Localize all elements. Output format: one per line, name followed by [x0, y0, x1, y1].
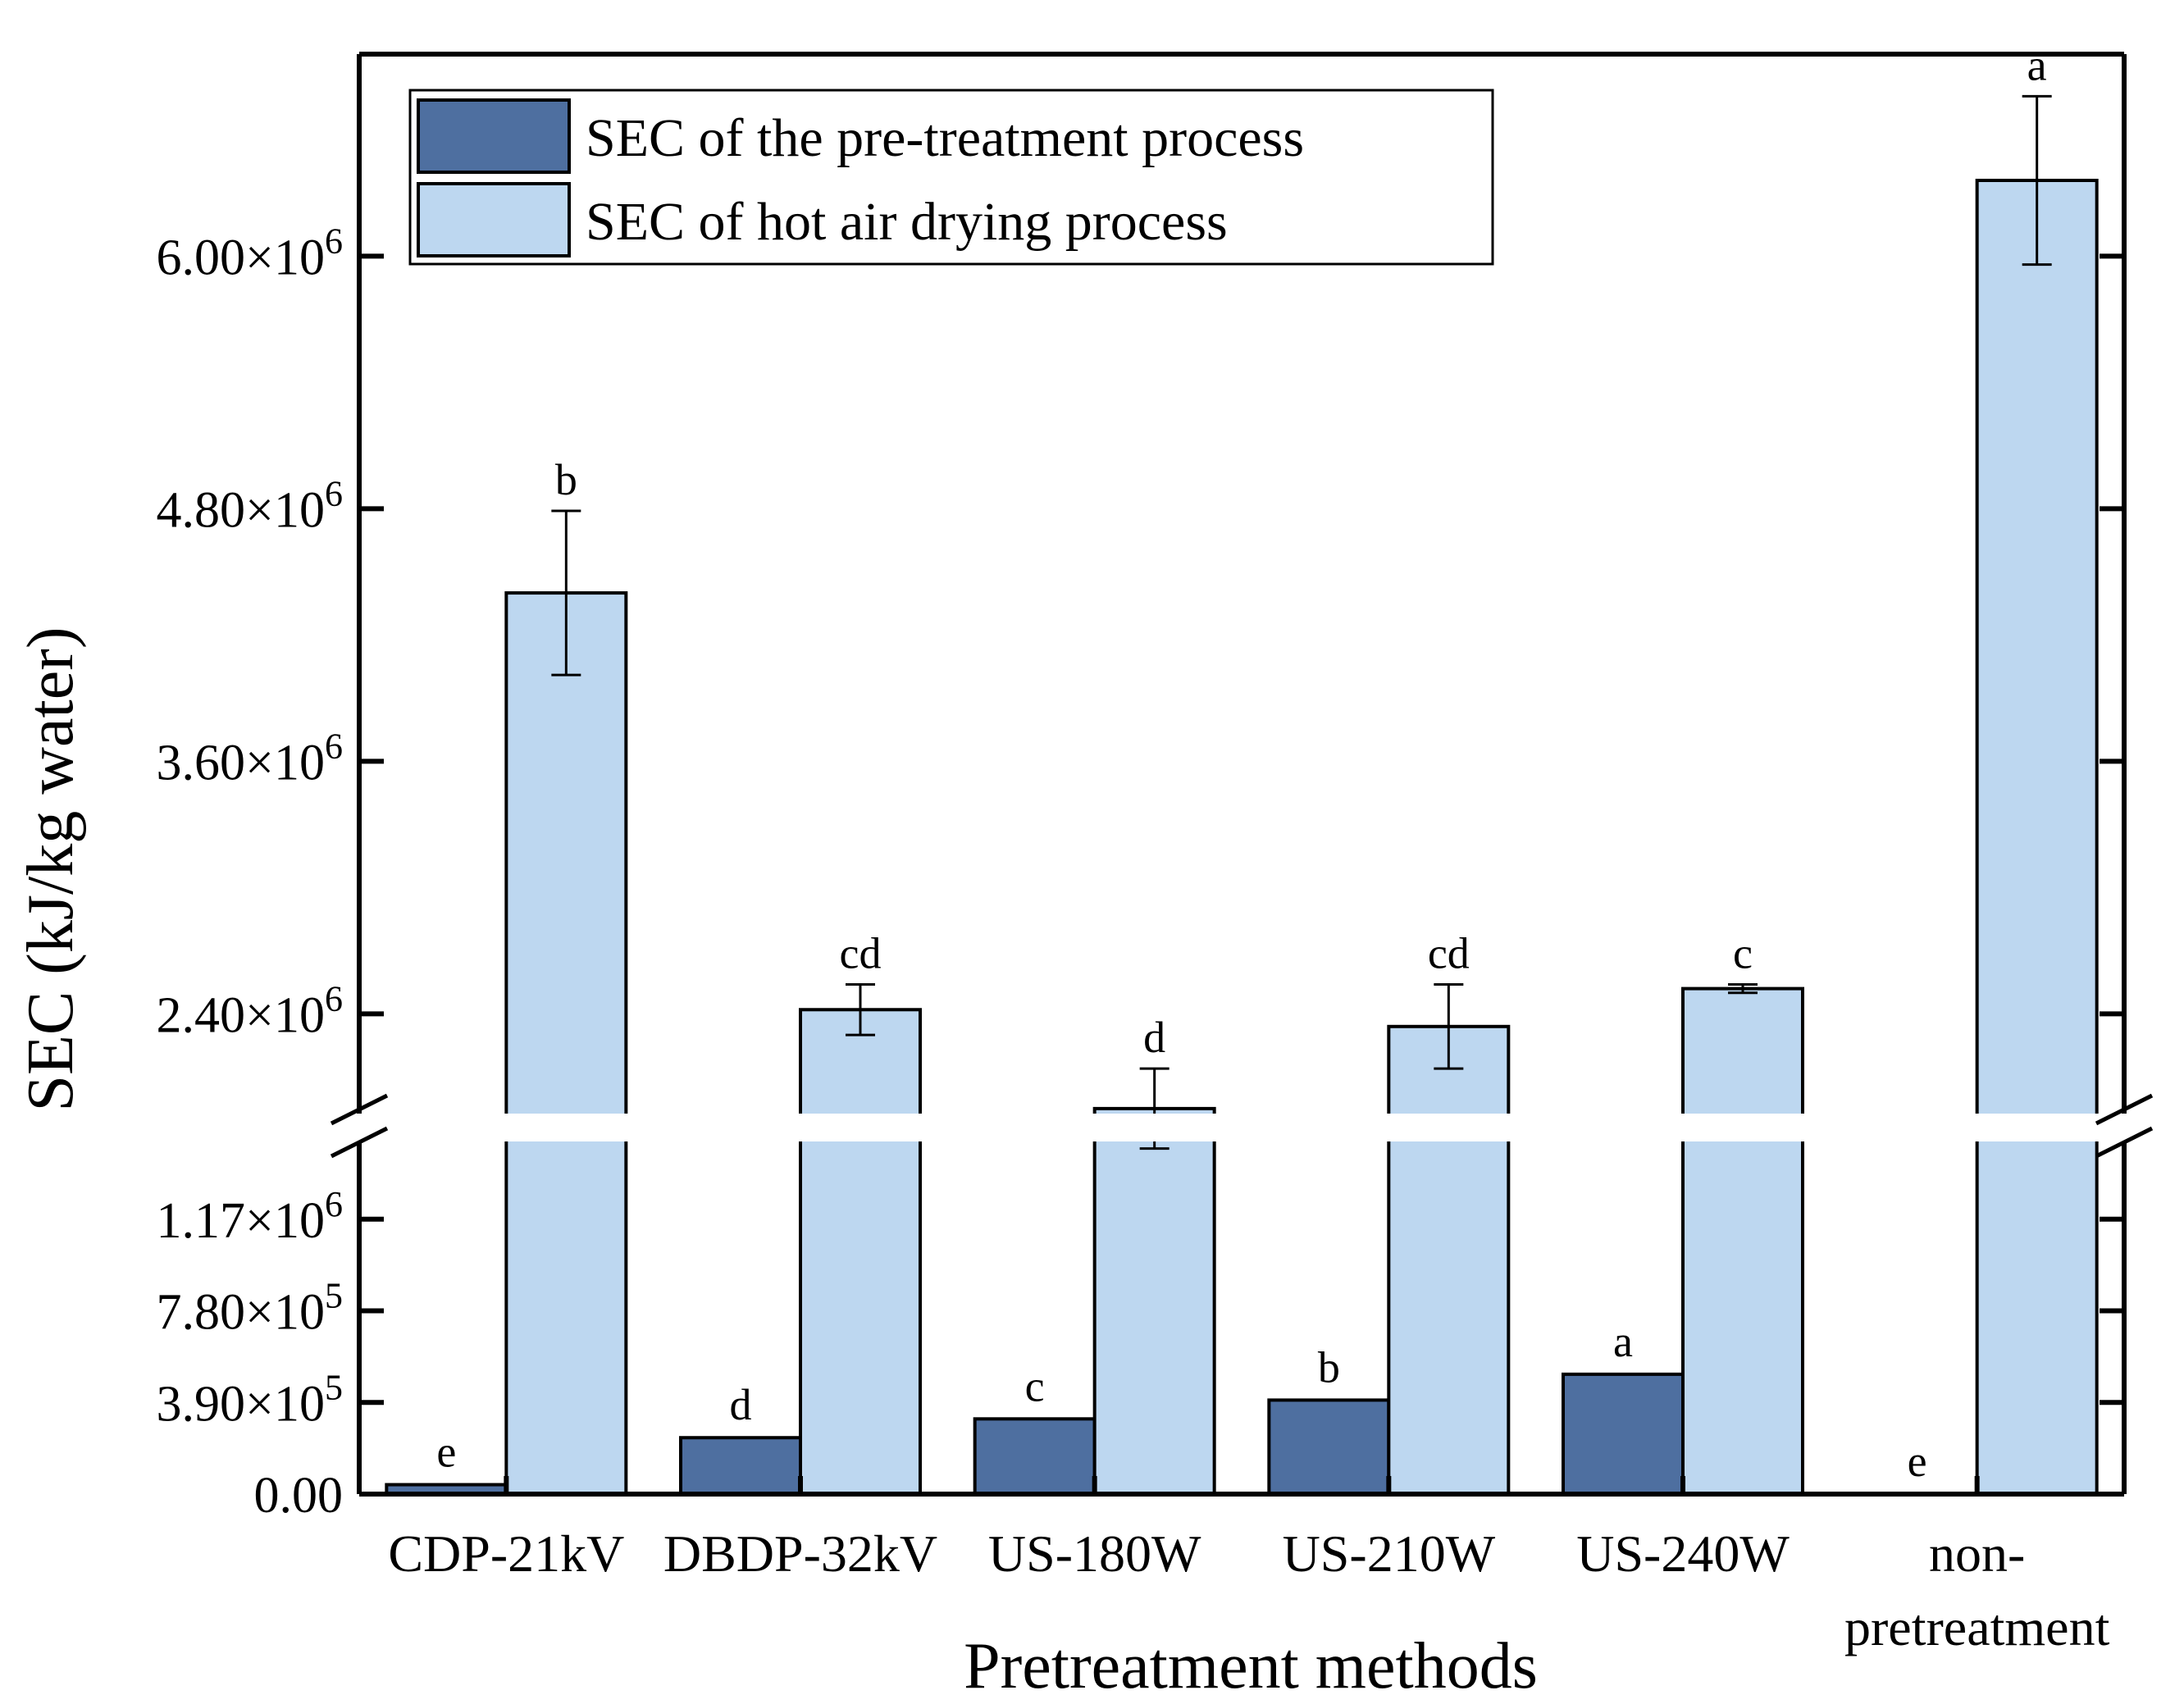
sig-letter-pretreatment-4: a [1613, 1317, 1633, 1366]
ticks-layer [359, 253, 2124, 1497]
y-tick-label-upper-1: 3.60×106 [157, 726, 343, 790]
sig-letter-drying-0: b [555, 455, 577, 504]
sig-letter-drying-5: a [2027, 40, 2047, 89]
break-slash-bottom-0 [330, 1126, 389, 1159]
y-axis-title: SEC (kJ/kg water) [15, 626, 87, 1111]
bar-pretreatment-1 [679, 1436, 802, 1496]
x-tick-label-3: US-210W [1283, 1524, 1496, 1583]
bars-layer [385, 94, 2099, 1497]
x-tick-label-4: US-240W [1576, 1524, 1790, 1583]
bar-drying-3 [1387, 1024, 1511, 1497]
bar-drying-2 [1092, 1106, 1216, 1497]
sig-letter-pretreatment-1: d [730, 1380, 752, 1429]
x-tick-label-5: non- [1929, 1524, 2025, 1583]
x-tick-label-0: CDP-21kV [388, 1524, 624, 1583]
y-tick-label-lower-0: 0.00 [254, 1468, 344, 1524]
legend-box [408, 89, 1494, 266]
y-tick-label-upper-3: 6.00×106 [157, 221, 343, 285]
axis-break-gap [358, 1114, 2126, 1141]
x-tick-label-2: US-180W [988, 1524, 1201, 1583]
bar-pretreatment-4 [1562, 1372, 1685, 1496]
bar-pretreatment-3 [1267, 1398, 1391, 1497]
break-slash-top-1 [2095, 1093, 2154, 1126]
x-axis-title: Pretreatment methods [964, 1630, 1538, 1702]
plot-frame-layer [330, 52, 2154, 1497]
y-tick-label-upper-2: 4.80×106 [157, 473, 343, 538]
break-slash-top-0 [330, 1093, 389, 1126]
sig-letter-drying-1: cd [840, 928, 882, 977]
y-tick-label-lower-1: 3.90×105 [157, 1367, 343, 1432]
sig-letter-pretreatment-3: b [1318, 1342, 1340, 1392]
x-tick-label-line2-5: pretreatment [1844, 1598, 2110, 1656]
bar-drying-0 [504, 591, 628, 1496]
bar-pretreatment-2 [973, 1417, 1097, 1497]
legend-swatch-hot-air-drying [417, 182, 571, 257]
sig-letter-pretreatment-2: c [1025, 1361, 1045, 1410]
sig-letter-drying-3: cd [1428, 928, 1470, 977]
y-tick-label-lower-2: 7.80×105 [157, 1276, 343, 1341]
x-tick-label-1: DBDP-32kV [663, 1524, 937, 1583]
sig-letter-drying-4: c [1733, 928, 1753, 977]
sig-letter-pretreatment-0: e [436, 1428, 456, 1477]
legend-swatch-pretreatment [417, 98, 571, 174]
sig-letter-drying-2: d [1143, 1013, 1165, 1062]
legend: SEC of the pre-treatment process SEC of … [408, 89, 1494, 266]
break-slash-bottom-1 [2095, 1126, 2154, 1159]
bar-drying-1 [799, 1008, 922, 1497]
legend-label-hot-air-drying: SEC of hot air drying process [586, 192, 1228, 252]
y-tick-label-upper-0: 2.40×106 [157, 978, 343, 1043]
bar-drying-5 [1975, 179, 2099, 1496]
axis-break-layer [358, 1114, 2126, 1141]
bar-drying-4 [1681, 986, 1804, 1496]
sig-letter-pretreatment-5: e [1908, 1437, 1927, 1486]
labels-layer: ebCDP-21kVdcdDBDP-32kVcdUS-180WbcdUS-210… [157, 40, 2110, 1656]
legend-label-pretreatment: SEC of the pre-treatment process [586, 108, 1304, 168]
y-tick-label-lower-3: 1.17×106 [157, 1184, 343, 1249]
